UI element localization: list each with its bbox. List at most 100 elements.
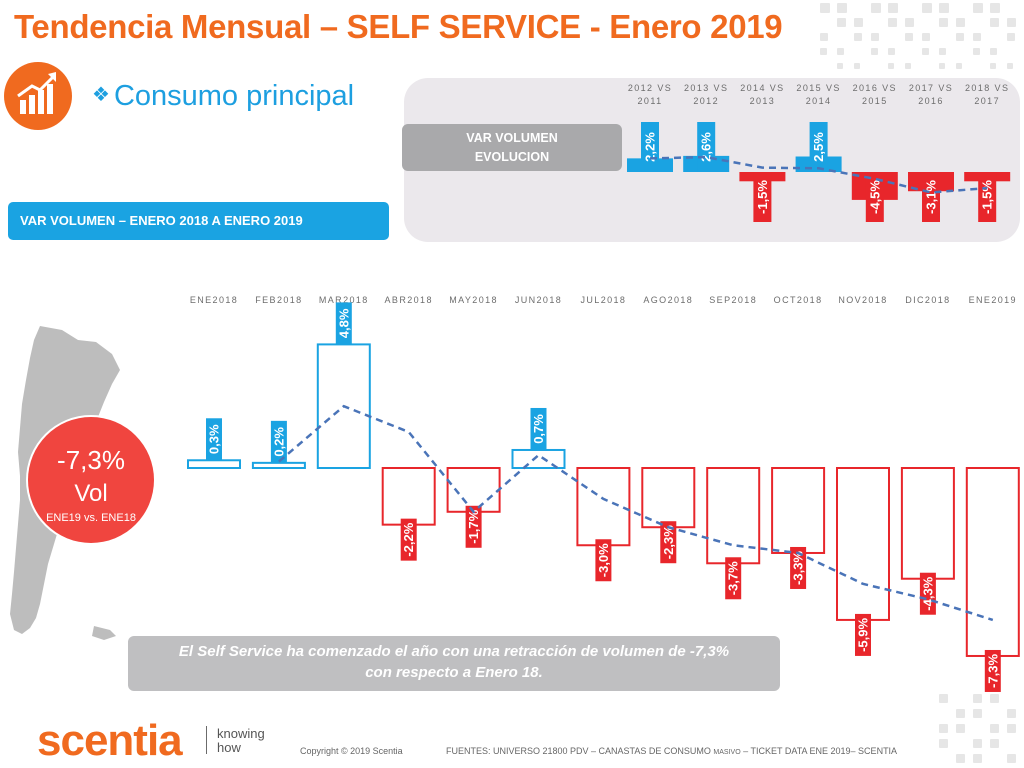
var-volumen-banner: VAR VOLUMEN – ENERO 2018 A ENERO 2019 — [8, 202, 389, 240]
data-label-box — [790, 546, 807, 589]
data-label-box — [725, 557, 742, 600]
data-label: -3,0% — [596, 543, 611, 577]
data-label-box — [206, 418, 222, 461]
data-label: -2,2% — [401, 522, 416, 556]
sources-text-a: FUENTES: UNIVERSO 21800 PDV – CANASTAS D… — [446, 746, 711, 756]
data-label: -3,7% — [726, 561, 741, 595]
data-label-box — [919, 572, 936, 615]
bar — [900, 467, 955, 580]
decorative-pattern-top — [820, 3, 1016, 69]
data-label: -4,3% — [920, 576, 935, 610]
bar — [576, 467, 631, 547]
data-label: -7,3% — [985, 654, 1000, 688]
data-label-box — [922, 172, 940, 222]
year-comparison-label: 2017 — [974, 96, 1000, 106]
evolucion-label: VAR VOLUMEN EVOLUCION — [402, 124, 622, 171]
year-comparison-label: 2013 — [750, 96, 776, 106]
year-comparison-label: 2015 — [862, 96, 888, 106]
data-label: -3,1% — [924, 180, 939, 214]
data-label: 4,8% — [336, 308, 351, 338]
year-comparison-label: 2016 — [918, 96, 944, 106]
month-label: OCT2018 — [774, 295, 823, 305]
data-label-box — [978, 172, 997, 222]
year-comparison-label: 2011 — [638, 96, 663, 106]
month-label: DIC2018 — [905, 295, 950, 305]
summary-line2: con respecto a Enero 18. — [365, 664, 543, 681]
data-label: -1,7% — [466, 509, 481, 543]
data-label-box — [465, 505, 482, 548]
year-comparison-label: 2013 VS — [684, 83, 728, 93]
logo-tagline-line2: how — [217, 740, 241, 755]
bar — [771, 467, 826, 554]
data-label-box — [595, 539, 612, 582]
bar — [706, 467, 761, 565]
bar — [641, 467, 696, 529]
data-label-box — [400, 518, 417, 561]
trend-line — [649, 155, 988, 194]
month-label: JUN2018 — [515, 295, 562, 305]
data-label-box — [809, 122, 828, 172]
data-label: -5,9% — [856, 618, 871, 652]
month-label: ENE2019 — [969, 295, 1017, 305]
data-label: -3,3% — [791, 551, 806, 585]
data-label: 2,2% — [643, 132, 658, 162]
trend-line — [278, 404, 994, 622]
data-label-box — [697, 122, 716, 172]
year-comparison-label: 2015 VS — [796, 83, 840, 93]
month-label: NOV2018 — [838, 295, 887, 305]
summary-line1: El Self Service ha comenzado el año con … — [178, 643, 730, 660]
decorative-pattern-bottom — [939, 694, 1016, 763]
page-title: Tendencia Mensual – SELF SERVICE - Enero… — [14, 8, 783, 45]
logo-divider — [206, 726, 207, 754]
subtitle-text: Consumo principal — [113, 80, 355, 112]
month-label: MAY2018 — [449, 295, 498, 305]
section-subtitle: ❖ Consumo principal — [92, 80, 354, 113]
data-label: -2,3% — [661, 525, 676, 559]
month-label: SEP2018 — [709, 295, 757, 305]
sources-text-b: – TICKET DATA ENE 2019– SCENTIA — [743, 746, 898, 756]
volume-variation-note: ENE19 vs. ENE18 — [46, 512, 136, 524]
bar — [251, 461, 306, 470]
bar — [511, 448, 566, 470]
logo-tagline: knowing how — [217, 727, 265, 755]
evolucion-label-line1: VAR VOLUMEN — [466, 131, 558, 145]
year-comparison-label: 2012 VS — [628, 83, 672, 93]
sources-text-small: MASIVO — [713, 749, 741, 756]
evolucion-label-line2: EVOLUCION — [474, 150, 550, 164]
data-label: -1,5% — [755, 180, 770, 214]
data-label-box — [865, 172, 884, 222]
copyright-text: Copyright © 2019 Scentia — [300, 746, 403, 756]
scentia-logo: scentia — [37, 716, 183, 765]
bar — [965, 467, 1020, 657]
sources-text: FUENTES: UNIVERSO 21800 PDV – CANASTAS D… — [446, 746, 897, 756]
year-comparison-label: 2014 VS — [740, 83, 784, 93]
volume-variation-badge: -7,3% Vol ENE19 vs. ENE18 — [28, 417, 154, 543]
volume-variation-value: -7,3% — [57, 445, 125, 475]
data-label-box — [530, 407, 547, 450]
year-comparison-label: 2017 VS — [909, 83, 953, 93]
diamond-bullet-icon: ❖ — [92, 84, 110, 106]
logo-tagline-line1: knowing — [217, 726, 265, 741]
data-label: 2,5% — [811, 132, 826, 162]
trend-chart-icon — [4, 62, 72, 130]
year-comparison-label: 2016 VS — [853, 83, 897, 93]
data-label-box — [270, 420, 287, 463]
data-label: 0,7% — [531, 414, 546, 444]
data-label-box — [335, 302, 352, 345]
data-label: 0,3% — [207, 424, 222, 454]
data-label-box — [660, 521, 677, 564]
data-label: 2,6% — [699, 132, 714, 162]
month-label: MAR2018 — [319, 295, 369, 305]
yearly-variation-chart: 2012 VS 2011 2013 VS 2012 2014 VS 2013 2015 VS… — [627, 83, 1011, 222]
data-label: 0,2% — [271, 427, 286, 457]
month-label: FEB2018 — [255, 295, 302, 305]
volume-variation-unit: Vol — [74, 480, 108, 507]
data-label-box — [855, 613, 871, 656]
bar — [187, 459, 241, 469]
data-label-box — [753, 172, 772, 222]
year-comparison-label: 2012 — [693, 96, 719, 106]
year-comparison-label: 2018 VS — [965, 83, 1009, 93]
summary-box: El Self Service ha comenzado el año con … — [128, 636, 780, 691]
year-comparison-label: 2014 — [806, 96, 832, 106]
bar — [381, 467, 436, 526]
